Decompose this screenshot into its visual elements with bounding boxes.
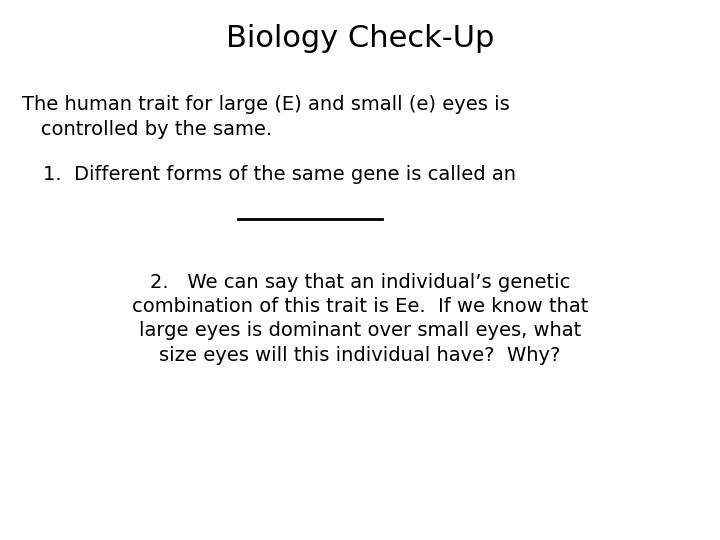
Text: size eyes will this individual have?  Why?: size eyes will this individual have? Why… bbox=[159, 346, 561, 365]
Text: 2.   We can say that an individual’s genetic: 2. We can say that an individual’s genet… bbox=[150, 273, 570, 292]
Text: large eyes is dominant over small eyes, what: large eyes is dominant over small eyes, … bbox=[139, 321, 581, 340]
Text: Biology Check-Up: Biology Check-Up bbox=[226, 24, 494, 53]
Text: The human trait for large (E) and small (e) eyes is: The human trait for large (E) and small … bbox=[22, 94, 509, 113]
Text: 1.  Different forms of the same gene is called an: 1. Different forms of the same gene is c… bbox=[43, 165, 516, 184]
Text: combination of this trait is Ee.  If we know that: combination of this trait is Ee. If we k… bbox=[132, 297, 588, 316]
Text: controlled by the same.: controlled by the same. bbox=[22, 120, 271, 139]
